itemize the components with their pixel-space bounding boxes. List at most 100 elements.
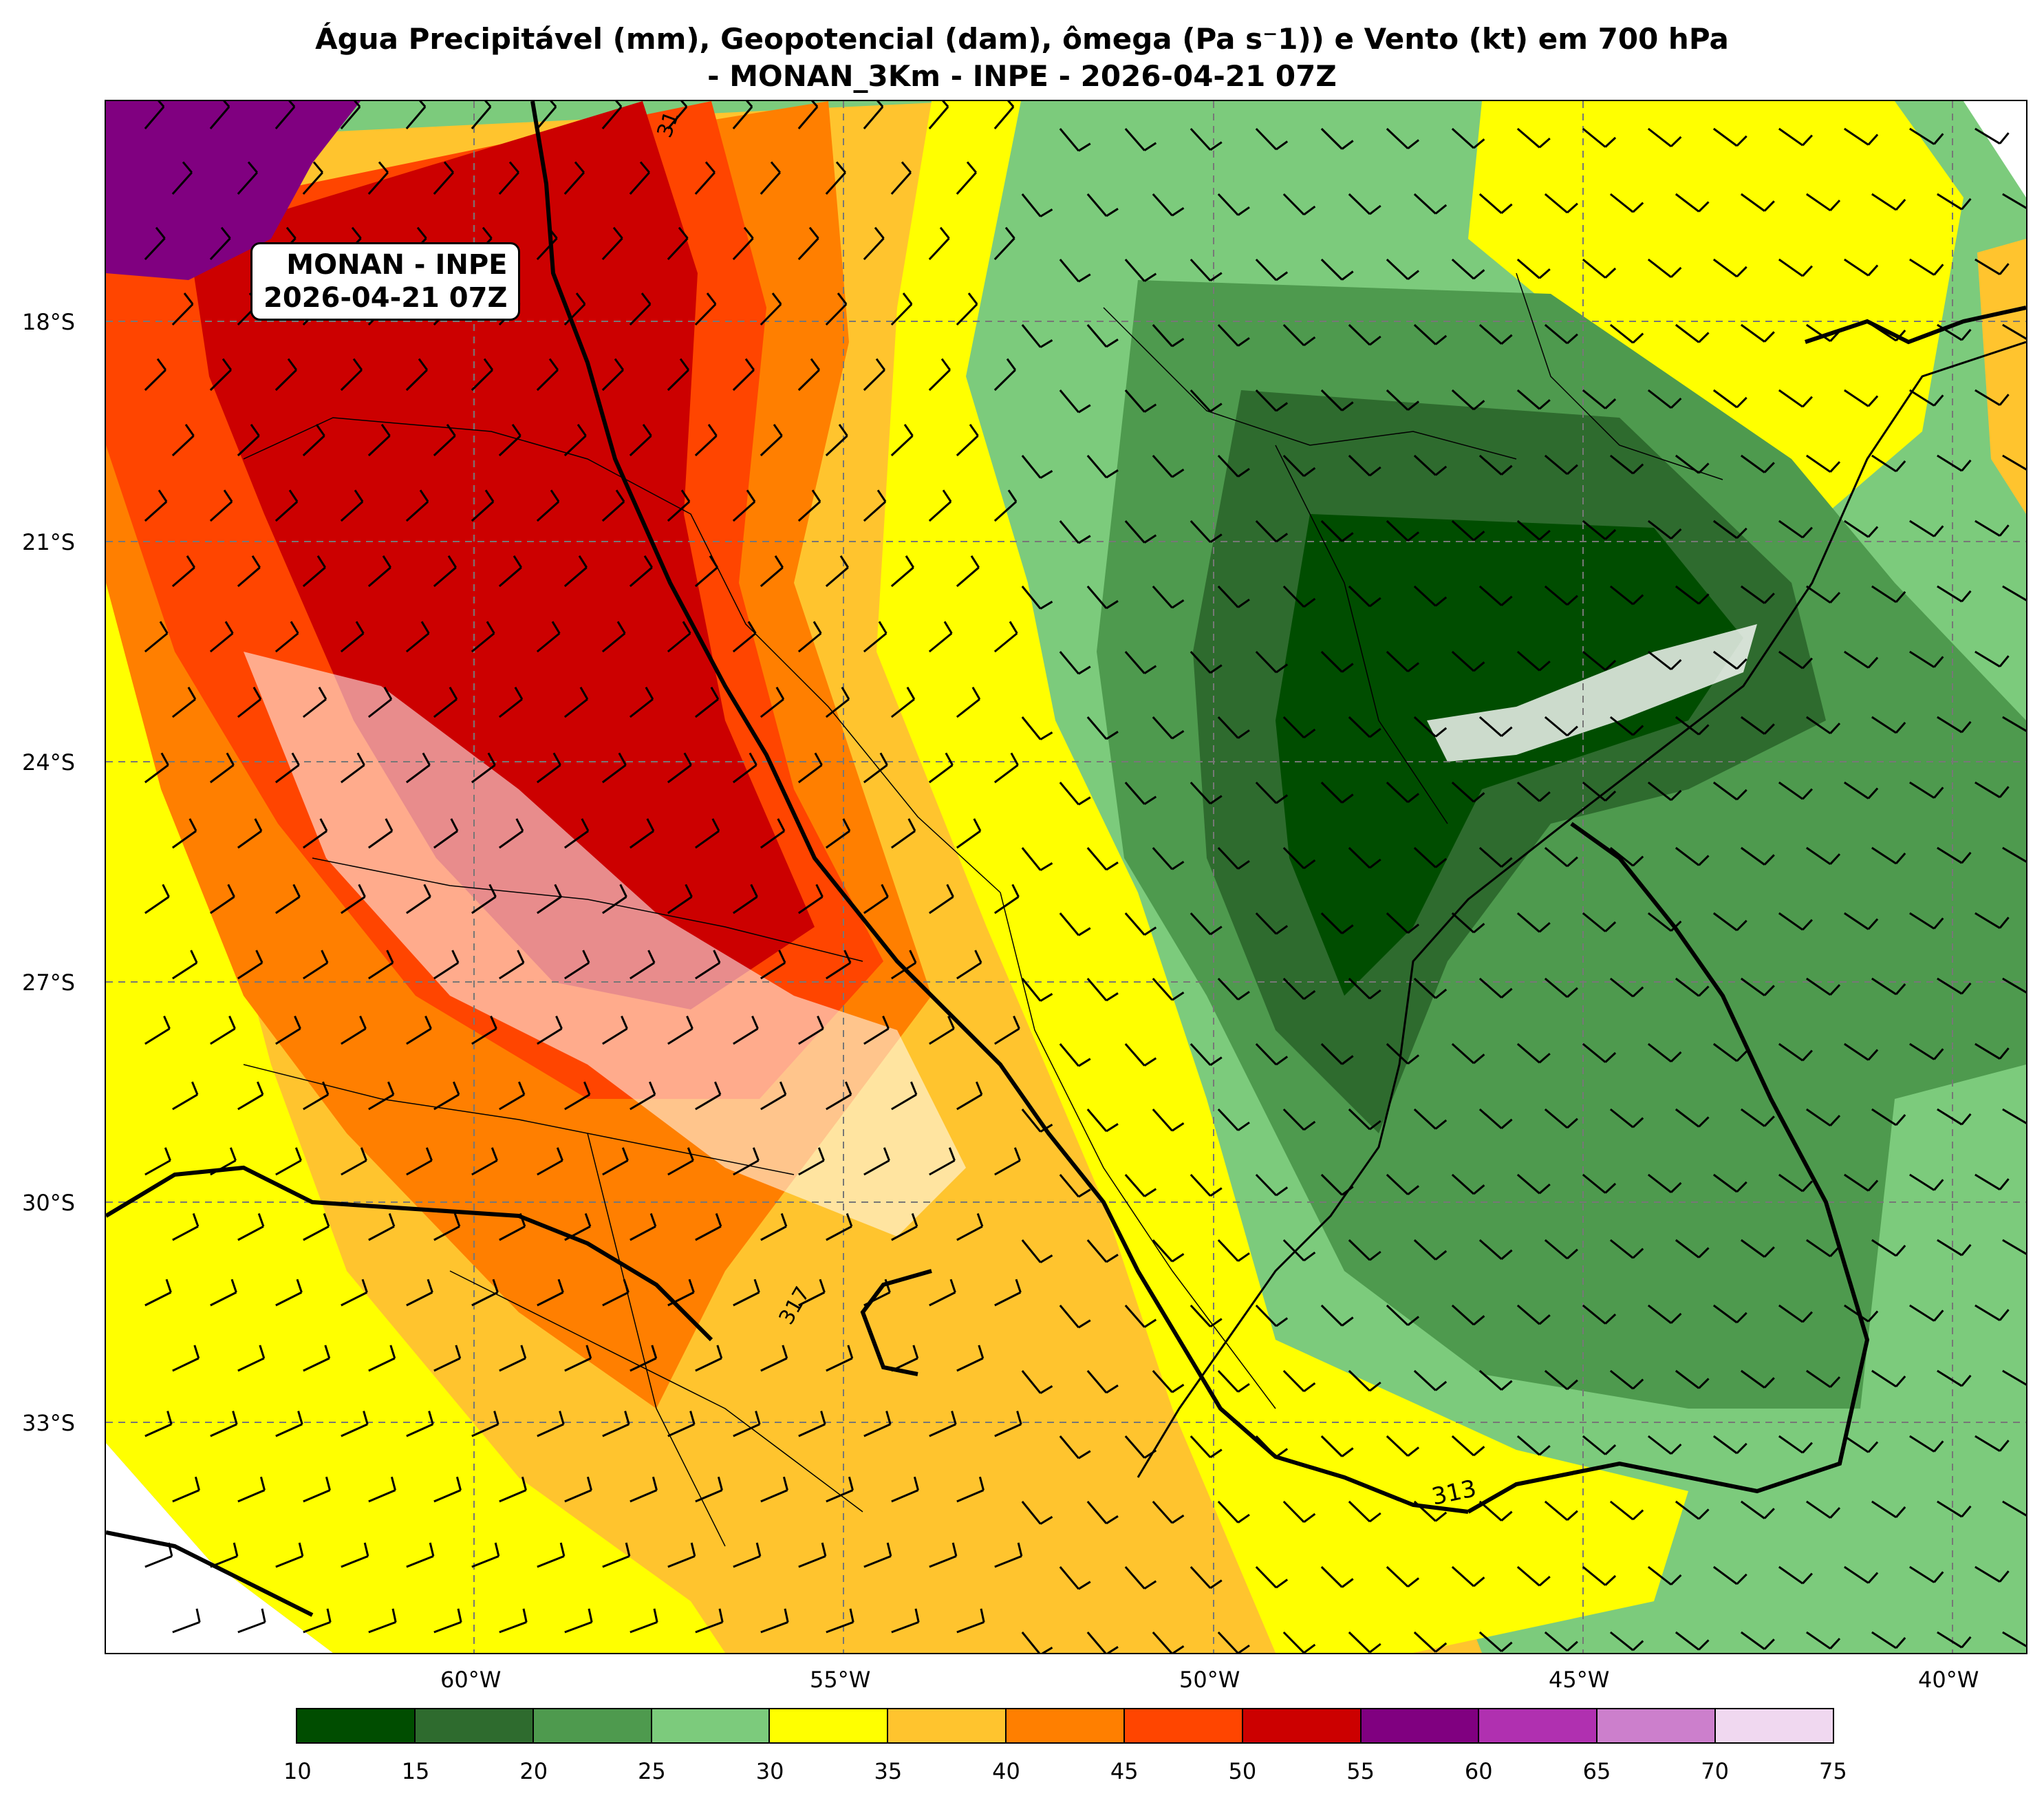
wind-barb-feather [1961,1636,1972,1649]
colorbar-tick-label: 30 [755,1758,784,1784]
wind-barb-feather [1369,466,1381,477]
wind-barb [1647,1173,1672,1193]
wind-barb-feather [1143,1057,1157,1067]
wind-barb-feather [685,884,693,897]
wind-barb [433,830,458,849]
wind-barb-feather [912,1345,919,1359]
wind-barb-feather [1763,1638,1775,1650]
wind-barb [1844,1042,1869,1061]
wind-barb [1609,585,1634,606]
wind-barb-feather [906,687,916,700]
wind-barb-feather [1538,529,1551,541]
wind-barb-feather [1341,140,1354,150]
wind-barb [929,1291,956,1307]
wind-barb [210,1027,236,1045]
wind-barb [1217,1369,1239,1393]
wind-barb-feather [808,226,819,239]
wind-barb [209,500,233,522]
wind-barb [1348,1369,1371,1392]
wind-barb [667,896,693,915]
field-yellow-band [876,101,1688,1653]
wind-barb [1451,1435,1475,1457]
wind-barb [1413,1631,1437,1653]
wind-barb-feather [358,884,366,897]
wind-barb [1975,1042,2001,1060]
wind-barb [1937,1500,1963,1518]
wind-barb-feather [513,555,522,568]
wind-barb [537,1423,564,1437]
wind-barb-feather [1933,1179,1944,1191]
wind-barb [1386,127,1409,149]
wind-barb-feather [1078,404,1091,414]
wind-barb [826,1225,852,1241]
wind-barb-feather [1276,794,1289,804]
wind-barb [1582,389,1606,409]
wind-barb [1255,1435,1278,1458]
wind-barb [1740,323,1765,343]
colorbar-tick-label: 65 [1582,1758,1611,1784]
wind-barb-feather [682,621,691,634]
colorbar-segment [1716,1709,1833,1742]
wind-barb-feather [1106,731,1119,740]
wind-barb-feather [1538,1183,1551,1195]
wind-barb-feather [419,101,427,108]
lat-label-21s: 21°S [22,529,76,555]
wind-barb [303,1093,329,1111]
field-purple [106,101,361,280]
wind-barb [1647,1435,1672,1455]
wind-barb [1282,977,1305,1000]
lon-label-45w: 45°W [1549,1667,1610,1693]
wind-barb-feather [254,818,263,832]
wind-barb [1909,1042,1935,1060]
wind-barb-feather [652,1476,658,1490]
wind-barb [1975,258,2001,275]
wind-barb [2002,1108,2026,1124]
wind-barb [144,632,169,653]
wind-barb [1516,1435,1540,1456]
wind-barb [994,1027,1020,1045]
wind-barb-feather [1698,985,1710,997]
wind-barb-feather [646,818,655,832]
wind-barb-feather [1999,132,2010,145]
wind-barb [1975,650,2001,667]
wind-barb [601,500,625,522]
wind-barb-feather [1961,328,1972,341]
wind-barb-feather [643,555,653,568]
wind-barb-feather [1763,1508,1775,1519]
wind-barb-feather [226,752,235,766]
wind-barb [1059,1305,1079,1329]
wind-barb-feather [252,687,262,700]
wind-barb-feather [1763,1115,1775,1127]
wind-barb-feather [1106,862,1119,871]
wind-barb [1937,1369,1963,1387]
wind-barb [1124,651,1145,674]
wind-barb-feather [1341,270,1354,281]
wind-barb-feather [755,1411,761,1425]
geopotential-contours [106,101,2026,1617]
wind-barb-feather [1143,665,1157,674]
wind-barb [471,106,492,129]
wind-barb-feather [1237,336,1250,347]
wind-barb [956,698,980,718]
wind-barb [1975,1173,2001,1190]
wind-barb [760,171,781,195]
wind-barb [2002,323,2026,340]
wind-barb [797,764,823,784]
wind-barb [1778,1173,1804,1193]
wind-barb [144,369,166,392]
wind-barb [1516,1173,1540,1195]
colorbar-tick-label: 45 [1110,1758,1139,1784]
wind-barb-feather [874,226,885,239]
wind-barb [1909,912,1935,930]
wind-barb-feather [443,161,454,173]
wind-barb-feather [517,950,525,963]
wind-barb [1190,1173,1212,1197]
wind-barb [890,435,914,457]
wind-barb-feather [425,1147,433,1162]
wind-barb [1190,1435,1212,1458]
wind-barb-feather [649,1081,656,1095]
wind-barb-feather [251,555,261,568]
wind-barb-feather [325,1476,331,1490]
wind-barb [1582,912,1606,932]
wind-barb [1124,1566,1145,1590]
